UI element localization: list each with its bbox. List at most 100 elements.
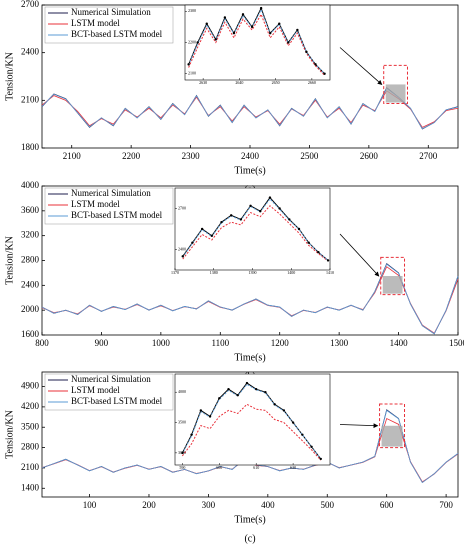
- y-tick-label: 1800: [21, 142, 40, 152]
- series-line: [181, 403, 322, 461]
- series-line: [188, 8, 325, 75]
- x-tick-label: 1200: [271, 338, 290, 348]
- plot-frame: [41, 371, 459, 498]
- inset-point: [254, 387, 258, 391]
- zoom-fill: [381, 425, 403, 447]
- inset-x-tick-label: 1390: [249, 270, 257, 275]
- inset-x-tick-label: 1400: [287, 270, 295, 275]
- inset-point: [314, 63, 317, 66]
- inset-point: [301, 433, 304, 436]
- legend-label: BCT-based LSTM model: [71, 29, 163, 39]
- inset-point: [190, 433, 193, 436]
- inset: 2100 2200 2300 2630 2640 2650 2660: [184, 4, 331, 85]
- zoom-box: [380, 256, 406, 296]
- inset-point: [214, 38, 218, 41]
- y-tick-label: 3500: [21, 421, 40, 431]
- x-axis-label: Time(s): [234, 165, 265, 176]
- inset-x-tick-label: 2640: [235, 80, 243, 85]
- x-tick-label: 400: [261, 500, 275, 510]
- inset-point: [181, 451, 184, 455]
- inset-frame: [174, 373, 331, 466]
- inset-y-tick-label: 2400: [178, 246, 186, 251]
- inset-point: [310, 445, 313, 448]
- inset-x-tick-label: 1370: [171, 270, 179, 275]
- y-tick-label: 3600: [21, 205, 40, 215]
- inset-point: [232, 31, 236, 35]
- inset-point: [245, 381, 249, 385]
- y-tick-label: 2800: [21, 442, 40, 452]
- inset-point: [249, 204, 252, 207]
- y-tick-label: 2000: [21, 304, 40, 314]
- inset-point: [259, 6, 263, 10]
- legend-label: BCT-based LSTM model: [71, 396, 163, 406]
- inset-y-tick-label: 2200: [188, 39, 196, 44]
- inset-point: [210, 234, 214, 238]
- y-tick-label: 2700: [21, 0, 40, 9]
- y-tick-label: 2400: [21, 279, 40, 289]
- inset-point: [317, 251, 320, 254]
- inset-point: [259, 210, 262, 213]
- y-tick-label: 1400: [21, 482, 40, 492]
- inset-point: [326, 259, 330, 262]
- legend-label: LSTM model: [71, 199, 120, 209]
- inset-point: [305, 50, 308, 54]
- series-line: [182, 198, 329, 261]
- inset-point: [323, 72, 326, 75]
- inset-x-tick-label: 2660: [308, 80, 316, 85]
- legend-label: LSTM model: [71, 18, 120, 28]
- inset-point: [307, 241, 310, 244]
- x-tick-label: 2300: [182, 151, 201, 161]
- x-tick-label: 2700: [419, 151, 438, 161]
- inset-x-tick-label: 2650: [272, 80, 280, 85]
- inset-point: [205, 22, 208, 25]
- y-axis-label: Tension/KN: [4, 52, 15, 101]
- inset-point: [227, 387, 230, 391]
- legend-label: LSTM model: [71, 385, 120, 395]
- inset-point: [239, 218, 243, 221]
- inset-point: [229, 214, 233, 217]
- x-tick-label: 2200: [122, 151, 141, 161]
- x-tick-label: 1000: [152, 338, 171, 348]
- zoom-arrow: [339, 233, 380, 277]
- zoom-arrow: [339, 423, 379, 429]
- y-tick-label: 2100: [21, 462, 40, 472]
- x-tick-label: 300: [202, 500, 216, 510]
- legend-label: Numerical Simulation: [71, 374, 151, 384]
- inset-point: [278, 22, 281, 25]
- zoom-box: [383, 64, 408, 105]
- x-tick-label: 2600: [360, 151, 379, 161]
- series-line: [41, 263, 459, 335]
- series-line: [181, 383, 322, 460]
- x-tick-label: 1400: [390, 338, 409, 348]
- inset-point: [250, 25, 254, 29]
- y-tick-label: 2100: [21, 94, 40, 104]
- series-line: [188, 13, 325, 76]
- inset-point: [287, 41, 290, 44]
- x-tick-label: 1100: [211, 338, 229, 348]
- inset-x-tick-label: 610: [253, 465, 259, 470]
- x-tick-label: 900: [95, 338, 109, 348]
- inset-point: [181, 255, 184, 258]
- zoom-fill: [382, 276, 403, 294]
- inset-frame: [174, 187, 331, 271]
- inset-point: [236, 394, 239, 397]
- inset-y-tick-label: 2700: [178, 205, 186, 210]
- inset-x-tick-label: 1410: [326, 270, 334, 275]
- panel: 1800 2100 2400 2700 2100 2200 2300 2400 2500 2600…: [4, 0, 459, 195]
- x-tick-label: 500: [321, 500, 335, 510]
- zoom-arrow: [339, 47, 383, 85]
- inset-point: [199, 409, 203, 412]
- panel-label: (c): [244, 533, 255, 544]
- y-tick-label: 2800: [21, 255, 40, 265]
- zoom-box: [379, 403, 406, 449]
- inset-x-tick-label: 590: [179, 465, 185, 470]
- x-tick-label: 600: [380, 500, 394, 510]
- inset-y-tick-label: 3500: [178, 419, 186, 424]
- inset-y-tick-label: 2100: [188, 71, 196, 76]
- x-tick-label: 200: [142, 500, 156, 510]
- inset-point: [288, 218, 291, 221]
- inset: 2400 2700 1370 1380 1390 1400 1410: [171, 187, 334, 275]
